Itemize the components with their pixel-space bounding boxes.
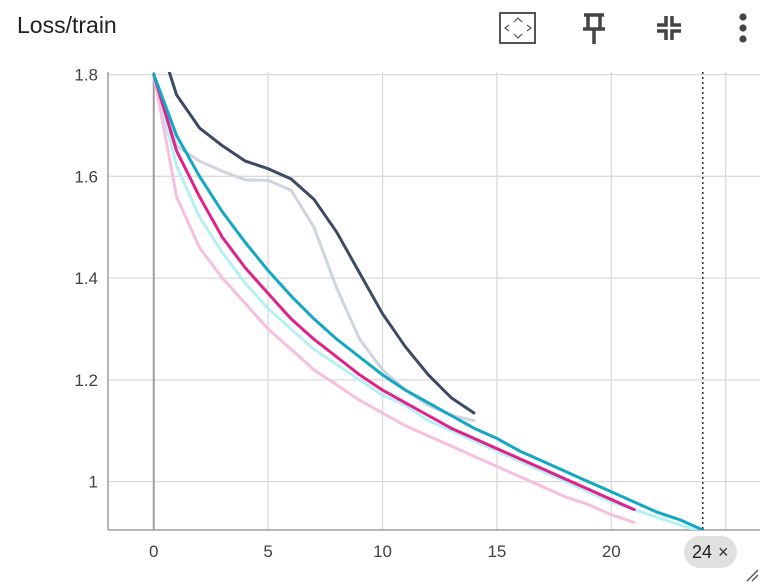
axes — [107, 72, 760, 531]
grid — [108, 72, 760, 530]
series-line[interactable] — [152, 73, 705, 531]
fit-domain-icon — [499, 12, 536, 44]
close-icon[interactable]: × — [718, 541, 729, 562]
series-line[interactable] — [152, 73, 703, 533]
collapse-button[interactable] — [649, 8, 689, 48]
y-tick-label: 1 — [89, 473, 98, 492]
series-line[interactable] — [152, 73, 636, 512]
chart-title: Loss/train — [17, 12, 117, 38]
pin-button[interactable] — [574, 8, 614, 48]
x-tick-label: 5 — [263, 542, 272, 561]
x-tick-label: 10 — [373, 542, 392, 561]
series-group — [152, 24, 705, 533]
x-tick-label: 0 — [149, 542, 158, 561]
more-vert-icon — [739, 13, 747, 43]
hover-step-value: 24 — [692, 541, 713, 562]
fit-domain-button[interactable] — [498, 8, 538, 48]
pin-icon — [583, 13, 605, 44]
resize-handle-icon[interactable] — [745, 568, 759, 582]
x-tick-label: 15 — [487, 542, 506, 561]
hover-step-chip[interactable]: 24 × — [684, 536, 737, 568]
collapse-icon — [657, 16, 681, 40]
y-tick-label: 1.8 — [74, 66, 98, 85]
more-options-button[interactable] — [723, 8, 763, 48]
x-tick-label: 20 — [602, 542, 621, 561]
y-tick-label: 1.4 — [74, 269, 98, 288]
series-line[interactable] — [152, 73, 636, 524]
y-tick-label: 1.2 — [74, 371, 98, 390]
y-tick-label: 1.6 — [74, 167, 98, 186]
series-line[interactable] — [154, 24, 476, 415]
